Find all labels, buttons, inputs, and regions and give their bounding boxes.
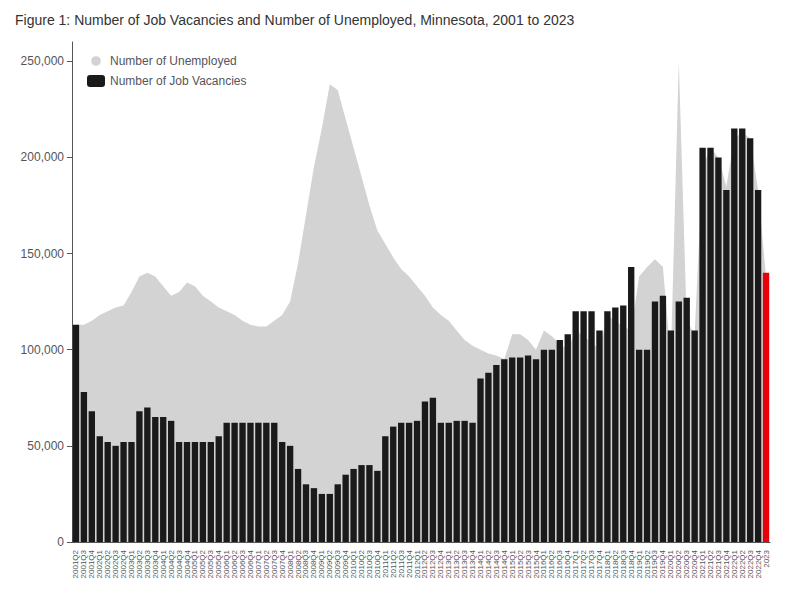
svg-text:2018Q3: 2018Q3 bbox=[618, 550, 628, 579]
svg-text:2012Q2: 2012Q2 bbox=[420, 550, 430, 579]
svg-text:2007Q1: 2007Q1 bbox=[253, 550, 263, 579]
svg-text:2017Q2: 2017Q2 bbox=[579, 550, 589, 579]
svg-text:2013Q4: 2013Q4 bbox=[468, 550, 478, 579]
svg-text:2021Q3: 2021Q3 bbox=[713, 550, 723, 579]
svg-text:200,000: 200,000 bbox=[21, 150, 65, 164]
svg-text:2002Q3: 2002Q3 bbox=[111, 550, 121, 579]
svg-text:2007Q4: 2007Q4 bbox=[277, 550, 287, 579]
svg-text:2010Q4: 2010Q4 bbox=[372, 550, 382, 579]
svg-text:2012Q1: 2012Q1 bbox=[412, 550, 422, 579]
svg-text:2014Q1: 2014Q1 bbox=[476, 550, 485, 579]
svg-text:2018Q2: 2018Q2 bbox=[610, 550, 620, 579]
svg-text:2015Q4: 2015Q4 bbox=[531, 550, 541, 579]
svg-text:2007Q2: 2007Q2 bbox=[261, 550, 271, 579]
svg-text:2011Q2: 2011Q2 bbox=[388, 550, 398, 578]
svg-text:2020Q1: 2020Q1 bbox=[666, 550, 676, 579]
svg-text:150,000: 150,000 bbox=[21, 247, 65, 261]
svg-text:2010Q3: 2010Q3 bbox=[364, 550, 374, 579]
svg-text:2004Q2: 2004Q2 bbox=[166, 550, 176, 579]
svg-text:2003Q2: 2003Q2 bbox=[134, 550, 144, 579]
svg-text:2006Q1: 2006Q1 bbox=[222, 550, 232, 579]
svg-text:2008Q2: 2008Q2 bbox=[293, 550, 303, 579]
svg-text:2017Q4: 2017Q4 bbox=[595, 550, 604, 579]
svg-text:2013Q3: 2013Q3 bbox=[460, 550, 470, 579]
svg-text:2009Q4: 2009Q4 bbox=[341, 550, 351, 579]
svg-text:2019Q3: 2019Q3 bbox=[650, 550, 660, 579]
svg-text:2014Q3: 2014Q3 bbox=[491, 550, 501, 579]
svg-text:2015Q1: 2015Q1 bbox=[507, 550, 517, 579]
svg-text:2010Q2: 2010Q2 bbox=[357, 550, 366, 579]
svg-text:2013Q2: 2013Q2 bbox=[452, 550, 462, 579]
svg-text:2017Q3: 2017Q3 bbox=[587, 550, 596, 579]
svg-text:2016Q3: 2016Q3 bbox=[555, 550, 565, 579]
svg-text:2017Q1: 2017Q1 bbox=[571, 550, 581, 579]
svg-text:2019Q4: 2019Q4 bbox=[658, 550, 668, 579]
svg-text:2020Q4: 2020Q4 bbox=[690, 550, 700, 579]
svg-text:2015Q3: 2015Q3 bbox=[523, 550, 533, 579]
svg-text:2002Q2: 2002Q2 bbox=[103, 550, 113, 579]
svg-text:2006Q3: 2006Q3 bbox=[238, 550, 247, 579]
svg-text:2002Q1: 2002Q1 bbox=[95, 550, 105, 579]
svg-text:2001Q3: 2001Q3 bbox=[79, 550, 89, 579]
svg-text:2004Q3: 2004Q3 bbox=[174, 550, 184, 579]
svg-text:2011Q4: 2011Q4 bbox=[404, 550, 414, 578]
svg-text:2003Q3: 2003Q3 bbox=[142, 550, 152, 579]
svg-text:2019Q1: 2019Q1 bbox=[634, 550, 644, 579]
svg-text:2011Q1: 2011Q1 bbox=[380, 550, 390, 578]
svg-text:2021Q2: 2021Q2 bbox=[706, 550, 715, 579]
svg-text:2009Q3: 2009Q3 bbox=[333, 550, 343, 579]
svg-text:2006Q4: 2006Q4 bbox=[246, 550, 255, 579]
svg-text:2015Q2: 2015Q2 bbox=[515, 550, 525, 579]
svg-text:2003Q4: 2003Q4 bbox=[150, 550, 160, 579]
svg-text:2009Q1: 2009Q1 bbox=[317, 550, 327, 579]
svg-text:2007Q3: 2007Q3 bbox=[269, 550, 279, 579]
svg-text:2005Q2: 2005Q2 bbox=[198, 550, 208, 579]
svg-text:2020Q2: 2020Q2 bbox=[674, 550, 684, 579]
svg-text:2004Q4: 2004Q4 bbox=[182, 550, 192, 579]
svg-text:2005Q1: 2005Q1 bbox=[190, 550, 200, 579]
svg-text:2022Q1: 2022Q1 bbox=[729, 550, 739, 579]
svg-text:2001Q4: 2001Q4 bbox=[87, 550, 97, 579]
svg-text:2014Q4: 2014Q4 bbox=[499, 550, 509, 579]
svg-text:2018Q4: 2018Q4 bbox=[626, 550, 636, 579]
svg-text:0: 0 bbox=[57, 535, 64, 549]
svg-text:2003Q1: 2003Q1 bbox=[127, 550, 136, 579]
svg-text:2011Q3: 2011Q3 bbox=[396, 550, 406, 578]
svg-text:2012Q3: 2012Q3 bbox=[428, 550, 438, 579]
svg-text:2014Q2: 2014Q2 bbox=[483, 550, 493, 579]
svg-text:2022Q4: 2022Q4 bbox=[753, 550, 763, 579]
svg-text:2010Q1: 2010Q1 bbox=[349, 550, 359, 579]
svg-text:Number of Unemployed: Number of Unemployed bbox=[110, 54, 237, 68]
svg-text:Number of Job Vacancies: Number of Job Vacancies bbox=[110, 74, 247, 88]
svg-text:2022Q3: 2022Q3 bbox=[745, 550, 755, 579]
svg-text:50,000: 50,000 bbox=[27, 439, 64, 453]
svg-text:2005Q4: 2005Q4 bbox=[214, 550, 224, 579]
svg-text:2022Q2: 2022Q2 bbox=[737, 550, 747, 579]
svg-text:2021Q4: 2021Q4 bbox=[721, 550, 731, 579]
svg-text:2018Q1: 2018Q1 bbox=[602, 550, 612, 579]
svg-text:2016Q2: 2016Q2 bbox=[547, 550, 557, 579]
svg-text:100,000: 100,000 bbox=[21, 343, 65, 357]
svg-text:2002Q4: 2002Q4 bbox=[119, 550, 129, 579]
svg-text:2012Q4: 2012Q4 bbox=[436, 550, 446, 579]
svg-text:2008Q1: 2008Q1 bbox=[285, 550, 295, 579]
svg-text:2008Q4: 2008Q4 bbox=[309, 550, 319, 579]
svg-text:2001Q2: 2001Q2 bbox=[71, 550, 81, 579]
svg-text:2008Q3: 2008Q3 bbox=[301, 550, 311, 579]
svg-text:2009Q2: 2009Q2 bbox=[325, 550, 335, 579]
svg-text:2013Q1: 2013Q1 bbox=[444, 550, 454, 579]
svg-text:2021Q1: 2021Q1 bbox=[698, 550, 708, 579]
svg-text:2020Q3: 2020Q3 bbox=[682, 550, 692, 579]
svg-text:2005Q3: 2005Q3 bbox=[206, 550, 216, 579]
svg-text:2004Q1: 2004Q1 bbox=[158, 550, 168, 579]
svg-text:2019Q2: 2019Q2 bbox=[642, 550, 652, 579]
svg-text:2006Q2: 2006Q2 bbox=[230, 550, 240, 579]
svg-text:2016Q4: 2016Q4 bbox=[563, 550, 573, 579]
svg-text:Figure 1: Number of Job Vacanc: Figure 1: Number of Job Vacancies and Nu… bbox=[15, 12, 574, 28]
svg-text:2016Q1: 2016Q1 bbox=[539, 550, 549, 579]
svg-text:2023: 2023 bbox=[762, 549, 771, 567]
svg-text:250,000: 250,000 bbox=[21, 54, 65, 68]
